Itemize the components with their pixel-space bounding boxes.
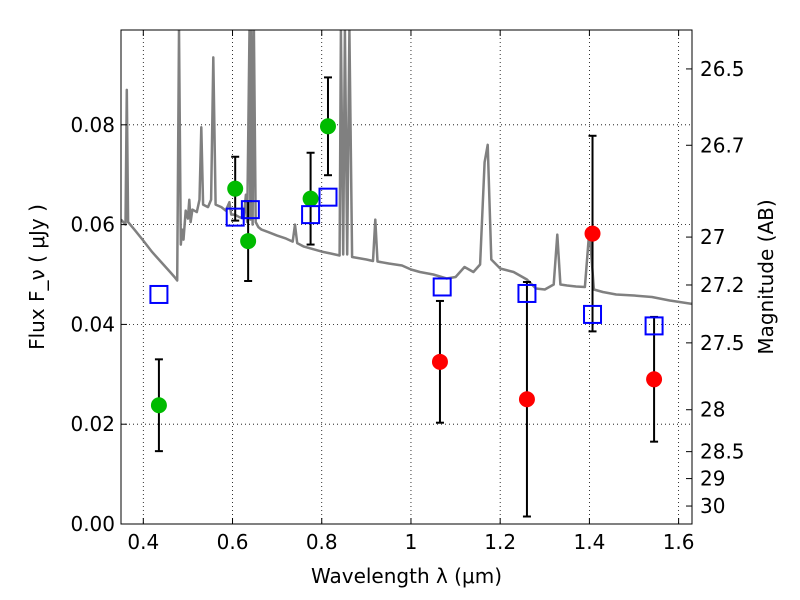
y-tick-label: 0.08 bbox=[70, 113, 115, 137]
x-tick-label: 1.4 bbox=[573, 530, 605, 554]
x-tick-label: 0.6 bbox=[217, 530, 249, 554]
model-spectrum-layer bbox=[121, 30, 692, 306]
data-point bbox=[302, 190, 319, 207]
right-tick-label: 26.7 bbox=[700, 133, 745, 157]
model-square bbox=[432, 277, 452, 297]
error-bars-layer bbox=[154, 76, 659, 518]
model-photometry-layer bbox=[149, 187, 664, 336]
model-square bbox=[517, 283, 537, 303]
right-tick-label: 30 bbox=[700, 494, 725, 518]
y-tick-label: 0.06 bbox=[70, 213, 115, 237]
y-axis-label: Flux F_ν ( μJy ) bbox=[25, 204, 49, 350]
spectrum-line bbox=[121, 30, 692, 306]
data-point bbox=[584, 225, 601, 242]
model-square bbox=[225, 207, 245, 227]
right-tick-label: 27.2 bbox=[700, 273, 745, 297]
data-point bbox=[646, 371, 663, 388]
right-tick-label: 29 bbox=[700, 467, 725, 491]
y-tick-label: 0.04 bbox=[70, 312, 115, 336]
data-point bbox=[431, 353, 448, 370]
axis-ticks bbox=[121, 30, 692, 525]
x-axis-label: Wavelength λ (μm) bbox=[311, 564, 502, 588]
model-square bbox=[149, 284, 169, 304]
model-square bbox=[318, 187, 338, 207]
right-tick-label: 26.5 bbox=[700, 57, 745, 81]
data-point bbox=[240, 233, 257, 250]
model-square bbox=[301, 205, 321, 225]
x-tick-label: 0.8 bbox=[306, 530, 338, 554]
model-square bbox=[240, 200, 260, 220]
right-tick-label: 27.5 bbox=[700, 331, 745, 355]
model-square bbox=[583, 304, 603, 324]
tick-labels: 0.4 0.6 0.8 1 1.2 1.4 1.6 0.00 0.02 0.04 0.06 0.08 2… bbox=[70, 57, 744, 554]
x-tick-label: 1 bbox=[405, 530, 418, 554]
y-tick-label: 0.00 bbox=[70, 512, 115, 536]
data-point bbox=[518, 391, 535, 408]
right-tick-label: 28.5 bbox=[700, 440, 745, 464]
y-tick-label: 0.02 bbox=[70, 412, 115, 436]
x-tick-label: 1.6 bbox=[663, 530, 695, 554]
right-tick-label: 28 bbox=[700, 398, 725, 422]
grid bbox=[121, 30, 692, 525]
detections-layer bbox=[150, 118, 663, 414]
right-tick-label: 27 bbox=[700, 225, 725, 249]
model-square bbox=[644, 316, 664, 336]
data-point bbox=[150, 397, 167, 414]
plot-frame bbox=[120, 29, 693, 525]
right-axis-label: Magnitude (AB) bbox=[754, 199, 778, 354]
data-point bbox=[227, 180, 244, 197]
x-tick-label: 0.4 bbox=[127, 530, 159, 554]
data-point bbox=[319, 118, 336, 135]
x-tick-label: 1.2 bbox=[484, 530, 516, 554]
